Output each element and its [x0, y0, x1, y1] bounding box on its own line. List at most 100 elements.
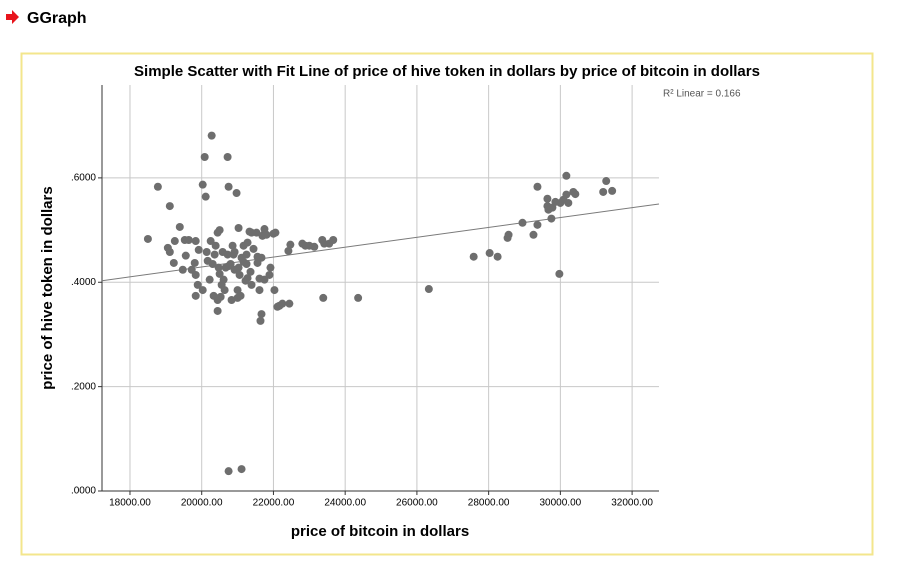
- point: [210, 250, 219, 259]
- x-tick-label: 20000.00: [181, 498, 223, 509]
- point: [143, 234, 152, 243]
- point: [262, 230, 271, 239]
- point: [221, 263, 230, 272]
- point: [223, 250, 232, 259]
- y-tick-label: .0000: [71, 486, 96, 497]
- point: [518, 218, 527, 227]
- point: [354, 293, 363, 302]
- point: [165, 247, 174, 256]
- point: [246, 267, 255, 276]
- x-tick-label: 28000.00: [468, 498, 510, 509]
- point: [178, 265, 187, 274]
- point: [193, 280, 202, 289]
- header-title: GGraph: [27, 10, 87, 27]
- point: [543, 194, 552, 203]
- point: [213, 296, 222, 305]
- point: [206, 237, 215, 246]
- point: [215, 269, 224, 278]
- point: [310, 242, 319, 251]
- point: [165, 202, 174, 211]
- chart-title: Simple Scatter with Fit Line of price of…: [134, 63, 760, 80]
- point: [181, 251, 190, 260]
- point: [191, 291, 200, 300]
- point: [533, 182, 542, 191]
- point: [215, 226, 224, 235]
- x-tick-label: 24000.00: [324, 498, 366, 509]
- marks: [101, 131, 660, 476]
- x-axis-label: price of bitcoin in dollars: [291, 523, 469, 540]
- annotation: R² Linear = 0.166: [663, 89, 741, 100]
- point: [200, 153, 209, 162]
- point: [260, 275, 269, 284]
- point: [202, 247, 211, 256]
- point: [198, 180, 207, 189]
- point: [220, 286, 229, 295]
- point: [252, 228, 261, 237]
- point: [270, 286, 279, 295]
- point: [190, 258, 199, 267]
- x-tick-label: 18000.00: [109, 498, 151, 509]
- x-tick-label: 22000.00: [253, 498, 295, 509]
- point: [153, 182, 162, 191]
- point: [237, 465, 246, 474]
- point: [608, 186, 617, 195]
- point: [239, 257, 248, 266]
- point: [285, 299, 294, 308]
- point: [194, 245, 203, 254]
- point: [529, 230, 538, 239]
- y-tick-label: .6000: [71, 173, 96, 184]
- point: [211, 241, 220, 250]
- point: [469, 252, 478, 261]
- point: [255, 286, 264, 295]
- point: [170, 237, 179, 246]
- point: [235, 270, 244, 279]
- point: [533, 220, 542, 229]
- point: [599, 187, 608, 196]
- point: [278, 299, 287, 308]
- x-tick-label: 30000.00: [540, 498, 582, 509]
- point: [564, 198, 573, 207]
- point: [284, 246, 293, 255]
- point: [219, 275, 228, 284]
- point: [191, 237, 200, 246]
- point: [191, 270, 200, 279]
- point: [213, 306, 222, 315]
- point: [232, 189, 241, 198]
- point: [424, 285, 433, 294]
- point: [271, 228, 280, 237]
- point: [169, 258, 178, 267]
- point: [208, 259, 217, 268]
- point: [214, 263, 223, 272]
- point: [230, 265, 239, 274]
- point: [562, 190, 571, 199]
- point: [234, 223, 243, 232]
- point: [243, 238, 252, 247]
- point: [286, 240, 295, 249]
- point: [265, 270, 274, 279]
- point: [175, 222, 184, 231]
- point: [247, 280, 256, 289]
- point: [485, 249, 494, 258]
- point: [230, 247, 239, 256]
- point: [224, 182, 233, 191]
- point: [243, 274, 252, 283]
- point: [562, 171, 571, 180]
- point: [257, 310, 266, 319]
- point: [228, 241, 237, 250]
- point: [547, 214, 556, 223]
- point: [602, 177, 611, 186]
- point: [493, 252, 502, 261]
- point: [319, 293, 328, 302]
- y-tick-label: .4000: [71, 277, 96, 288]
- point: [257, 253, 266, 262]
- point: [205, 275, 214, 284]
- header-icon: [6, 10, 19, 24]
- point: [201, 192, 210, 201]
- point: [571, 190, 580, 199]
- point: [207, 131, 216, 140]
- point: [329, 235, 338, 244]
- point: [242, 250, 251, 259]
- y-tick-label: .2000: [71, 381, 96, 392]
- point: [224, 467, 233, 476]
